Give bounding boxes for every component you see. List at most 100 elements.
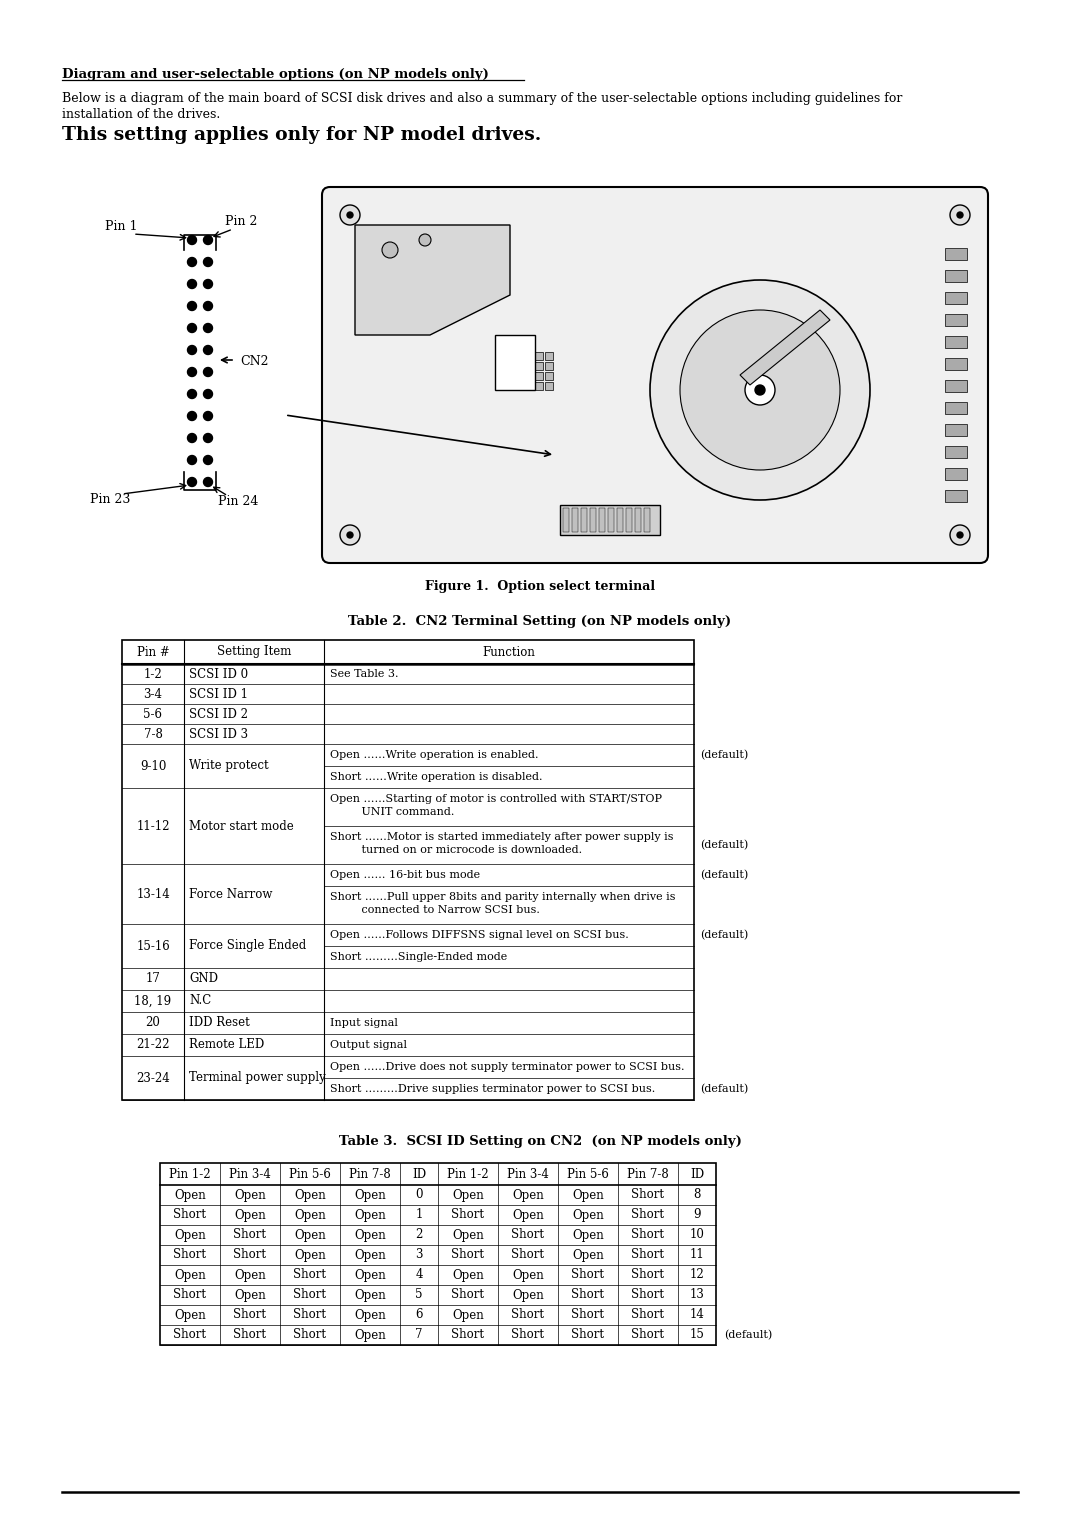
Text: Function: Function bbox=[483, 645, 536, 659]
Text: (default): (default) bbox=[724, 1329, 772, 1340]
Text: Open: Open bbox=[354, 1209, 386, 1221]
Text: Short: Short bbox=[512, 1229, 544, 1241]
Circle shape bbox=[188, 368, 197, 376]
Circle shape bbox=[188, 324, 197, 333]
Bar bbox=[545, 371, 553, 380]
Bar bbox=[535, 382, 543, 390]
Text: Short: Short bbox=[632, 1189, 664, 1201]
Text: 11: 11 bbox=[690, 1248, 704, 1262]
Bar bbox=[617, 507, 623, 532]
Text: 15-16: 15-16 bbox=[136, 940, 170, 952]
Polygon shape bbox=[355, 225, 510, 335]
Text: Open ……Drive does not supply terminator power to SCSI bus.: Open ……Drive does not supply terminator … bbox=[330, 1062, 685, 1073]
Text: Pin #: Pin # bbox=[137, 645, 170, 659]
Text: Open: Open bbox=[354, 1268, 386, 1282]
Circle shape bbox=[382, 241, 399, 258]
Text: connected to Narrow SCSI bus.: connected to Narrow SCSI bus. bbox=[330, 905, 540, 915]
Text: 14: 14 bbox=[689, 1308, 704, 1322]
Text: Short: Short bbox=[571, 1288, 605, 1302]
Text: Table 3.  SCSI ID Setting on CN2  (on NP models only): Table 3. SCSI ID Setting on CN2 (on NP m… bbox=[338, 1135, 742, 1148]
Text: Short ……Pull upper 8bits and parity internally when drive is: Short ……Pull upper 8bits and parity inte… bbox=[330, 892, 675, 902]
Text: 12: 12 bbox=[690, 1268, 704, 1282]
Text: 1: 1 bbox=[416, 1209, 422, 1221]
Text: 5-6: 5-6 bbox=[144, 707, 162, 721]
Text: Short: Short bbox=[571, 1308, 605, 1322]
Text: Open: Open bbox=[572, 1209, 604, 1221]
FancyBboxPatch shape bbox=[322, 186, 988, 562]
Text: Open …… 16-bit bus mode: Open …… 16-bit bus mode bbox=[330, 869, 481, 880]
Text: IDD Reset: IDD Reset bbox=[189, 1016, 249, 1030]
Text: Pin 7-8: Pin 7-8 bbox=[349, 1167, 391, 1181]
Text: Short: Short bbox=[233, 1308, 267, 1322]
Circle shape bbox=[347, 532, 353, 538]
Circle shape bbox=[957, 212, 963, 219]
Bar bbox=[635, 507, 642, 532]
Circle shape bbox=[188, 477, 197, 486]
Text: 23-24: 23-24 bbox=[136, 1071, 170, 1085]
Bar bbox=[535, 351, 543, 361]
Text: Terminal power supply: Terminal power supply bbox=[189, 1071, 326, 1085]
Text: 20: 20 bbox=[146, 1016, 161, 1030]
Circle shape bbox=[950, 526, 970, 545]
Text: Diagram and user-selectable options (on NP models only): Diagram and user-selectable options (on … bbox=[62, 69, 489, 81]
Bar bbox=[945, 336, 967, 348]
Text: Short: Short bbox=[294, 1288, 326, 1302]
Polygon shape bbox=[740, 310, 831, 385]
Text: 3: 3 bbox=[415, 1248, 422, 1262]
Text: Open: Open bbox=[354, 1229, 386, 1241]
Text: Pin 2: Pin 2 bbox=[225, 215, 257, 228]
Text: Open: Open bbox=[294, 1209, 326, 1221]
Circle shape bbox=[188, 280, 197, 289]
Text: Short: Short bbox=[451, 1248, 485, 1262]
Text: ID: ID bbox=[690, 1167, 704, 1181]
Text: Open: Open bbox=[294, 1229, 326, 1241]
Text: N.C: N.C bbox=[189, 995, 212, 1007]
Text: 17: 17 bbox=[146, 972, 161, 986]
Bar bbox=[626, 507, 632, 532]
Text: Pin 3-4: Pin 3-4 bbox=[508, 1167, 549, 1181]
Text: 10: 10 bbox=[689, 1229, 704, 1241]
Text: (default): (default) bbox=[700, 1083, 748, 1094]
Text: Pin 23: Pin 23 bbox=[90, 494, 131, 506]
Text: SCSI ID 3: SCSI ID 3 bbox=[189, 727, 248, 741]
Circle shape bbox=[203, 434, 213, 443]
Text: Open ……Starting of motor is controlled with START/STOP: Open ……Starting of motor is controlled w… bbox=[330, 795, 662, 804]
Text: Below is a diagram of the main board of SCSI disk drives and also a summary of t: Below is a diagram of the main board of … bbox=[62, 92, 903, 105]
Text: Open: Open bbox=[174, 1308, 206, 1322]
Text: Open ……Write operation is enabled.: Open ……Write operation is enabled. bbox=[330, 750, 539, 759]
Text: Short: Short bbox=[632, 1268, 664, 1282]
Circle shape bbox=[188, 301, 197, 310]
Circle shape bbox=[203, 411, 213, 420]
Text: Open: Open bbox=[174, 1268, 206, 1282]
Text: Short: Short bbox=[632, 1229, 664, 1241]
Text: UNIT command.: UNIT command. bbox=[330, 807, 455, 817]
Circle shape bbox=[203, 324, 213, 333]
Text: ID: ID bbox=[411, 1167, 427, 1181]
Text: SCSI ID 2: SCSI ID 2 bbox=[189, 707, 248, 721]
Text: Open: Open bbox=[572, 1229, 604, 1241]
Text: (default): (default) bbox=[700, 931, 748, 940]
Text: Short: Short bbox=[571, 1268, 605, 1282]
Text: Short ……Motor is started immediately after power supply is: Short ……Motor is started immediately aft… bbox=[330, 833, 674, 842]
Text: CN2: CN2 bbox=[240, 354, 269, 368]
Bar bbox=[945, 468, 967, 480]
Text: Open: Open bbox=[294, 1248, 326, 1262]
Text: Open: Open bbox=[354, 1308, 386, 1322]
Text: Short: Short bbox=[294, 1268, 326, 1282]
Text: Short: Short bbox=[451, 1209, 485, 1221]
Text: Pin 1-2: Pin 1-2 bbox=[447, 1167, 489, 1181]
Text: Table 2.  CN2 Terminal Setting (on NP models only): Table 2. CN2 Terminal Setting (on NP mod… bbox=[349, 614, 731, 628]
Bar bbox=[644, 507, 650, 532]
Bar bbox=[945, 270, 967, 283]
Bar bbox=[525, 382, 534, 390]
Text: 13: 13 bbox=[689, 1288, 704, 1302]
Text: Open: Open bbox=[453, 1189, 484, 1201]
Bar bbox=[599, 507, 605, 532]
Circle shape bbox=[340, 205, 360, 225]
Bar bbox=[945, 446, 967, 458]
Circle shape bbox=[650, 280, 870, 500]
Text: (default): (default) bbox=[700, 750, 748, 759]
Text: Short: Short bbox=[233, 1229, 267, 1241]
Text: Figure 1.  Option select terminal: Figure 1. Option select terminal bbox=[424, 581, 656, 593]
Text: Short: Short bbox=[174, 1328, 206, 1342]
